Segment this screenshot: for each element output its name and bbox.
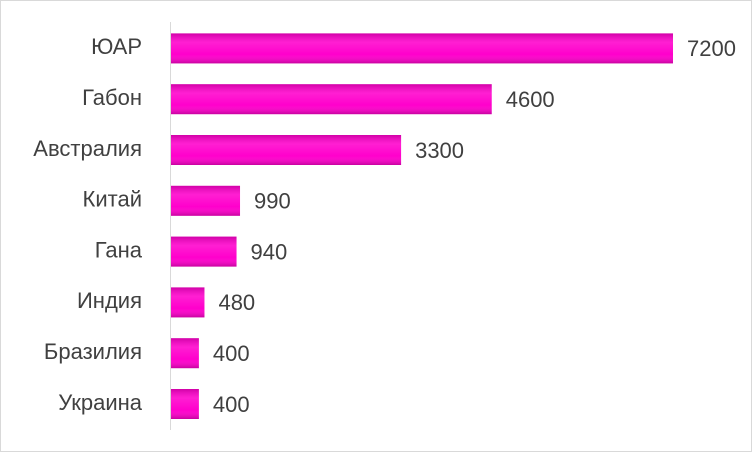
- value-label: 940: [251, 239, 288, 264]
- category-label: ЮАР: [91, 34, 142, 59]
- value-label: 400: [213, 341, 250, 366]
- value-label: 400: [213, 392, 250, 417]
- value-label: 3300: [415, 138, 464, 163]
- bar-shade: [171, 287, 205, 318]
- value-label: 990: [254, 189, 291, 214]
- value-label: 480: [218, 290, 255, 315]
- bar-shade: [171, 338, 199, 369]
- bar-shade: [171, 84, 492, 115]
- category-label: Украина: [58, 390, 143, 415]
- category-label: Бразилия: [44, 339, 142, 364]
- bar-shade: [171, 185, 241, 216]
- bar-shade: [171, 33, 673, 64]
- value-label: 4600: [506, 87, 555, 112]
- category-label: Гана: [95, 237, 143, 262]
- value-label: 7200: [687, 36, 736, 61]
- category-label: Австралия: [33, 136, 142, 161]
- bar-shade: [171, 236, 237, 267]
- category-label: Габон: [82, 85, 142, 110]
- category-label: Китай: [83, 187, 142, 212]
- bar-shade: [171, 135, 402, 165]
- bar-shade: [171, 389, 199, 419]
- category-label: Индия: [77, 288, 142, 313]
